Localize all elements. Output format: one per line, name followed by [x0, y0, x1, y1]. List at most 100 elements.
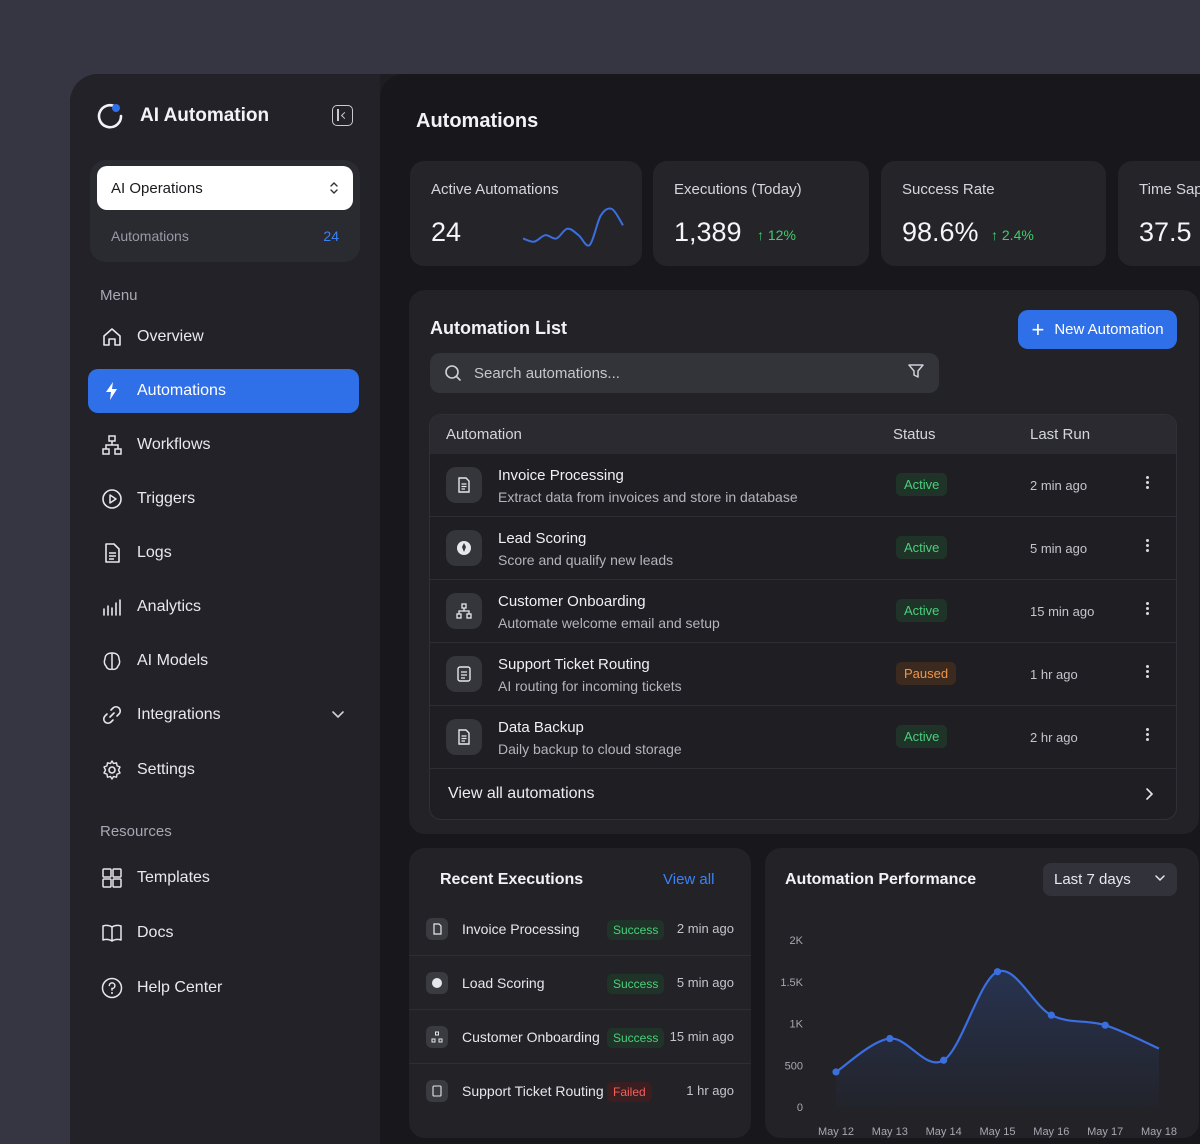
table-row[interactable]: Invoice Processing Extract data from inv…	[430, 454, 1176, 517]
workspace-sub-label: Automations	[111, 228, 189, 244]
data-point[interactable]	[1047, 1011, 1055, 1019]
workspace-select[interactable]: AI Operations	[97, 166, 353, 210]
more-options-icon[interactable]	[1142, 663, 1152, 683]
workflow-icon	[446, 593, 482, 629]
automation-description: AI routing for incoming tickets	[498, 678, 682, 694]
more-options-icon[interactable]	[1142, 537, 1152, 557]
workspace-card: AI Operations Automations 24	[90, 160, 360, 262]
column-header-last-run[interactable]: Last Run	[1030, 426, 1091, 443]
sidebar-item-docs[interactable]: Docs	[88, 911, 359, 955]
sidebar-item-label: Workflows	[137, 436, 211, 453]
last-run-time: 1 hr ago	[1030, 667, 1078, 682]
table-row[interactable]: Lead Scoring Score and qualify new leads…	[430, 517, 1176, 580]
sidebar-item-help-center[interactable]: Help Center	[88, 966, 359, 1010]
ticket-icon	[446, 656, 482, 692]
performance-chart: 0 500 1K 1.5K 2K May 12 May 13 May 14 May 15 May …	[780, 935, 1177, 1138]
performance-title: Automation Performance	[785, 871, 977, 888]
automation-description: Daily backup to cloud storage	[498, 741, 682, 757]
table-row[interactable]: Support Ticket Routing AI routing for in…	[430, 643, 1176, 706]
sidebar-item-label: Logs	[137, 544, 172, 561]
search-icon	[444, 364, 462, 382]
arrow-up-icon: ↑	[757, 227, 768, 243]
brand[interactable]: AI Automation	[96, 102, 269, 130]
chevron-down-icon[interactable]	[331, 707, 345, 726]
list-item[interactable]: Load Scoring Success 5 min ago	[409, 956, 751, 1010]
status-badge: Failed	[607, 1082, 652, 1102]
help-icon	[101, 977, 123, 999]
x-tick-label: May 15	[979, 1126, 1015, 1138]
stat-delta: ↑ 12%	[757, 227, 796, 243]
new-automation-label: New Automation	[1054, 321, 1164, 338]
sparkline-line	[522, 207, 624, 247]
data-point[interactable]	[940, 1056, 948, 1064]
x-tick-label: May 12	[818, 1126, 854, 1138]
stat-label: Executions (Today)	[674, 181, 802, 198]
column-header-status[interactable]: Status	[893, 426, 936, 443]
table-row[interactable]: Customer Onboarding Automate welcome ema…	[430, 580, 1176, 643]
data-point[interactable]	[832, 1068, 840, 1076]
x-tick-label: May 13	[872, 1126, 908, 1138]
sidebar-item-automations[interactable]: Automations	[88, 369, 359, 413]
stat-value: 1,389	[674, 217, 742, 247]
view-all-automations-label: View all automations	[448, 785, 595, 802]
stat-card-active-automations: Active Automations 24	[410, 161, 642, 266]
last-run-time: 15 min ago	[1030, 604, 1095, 619]
sidebar-item-label: Overview	[137, 328, 204, 345]
filter-icon[interactable]	[907, 362, 925, 385]
sidebar-item-triggers[interactable]: Triggers	[88, 477, 359, 521]
list-item[interactable]: Invoice Processing Success 2 min ago	[409, 902, 751, 956]
document-icon	[101, 542, 123, 564]
more-options-icon[interactable]	[1142, 600, 1152, 620]
sidebar-item-overview[interactable]: Overview	[88, 315, 359, 359]
table-header: Automation Status Last Run	[430, 415, 1176, 454]
more-options-icon[interactable]	[1142, 726, 1152, 746]
workspace-automations-link[interactable]: Automations 24	[111, 228, 339, 244]
sidebar-item-logs[interactable]: Logs	[88, 531, 359, 575]
sidebar-item-integrations[interactable]: Integrations	[88, 693, 359, 737]
chevron-right-icon	[1142, 787, 1156, 806]
table-row[interactable]: Data Backup Daily backup to cloud storag…	[430, 706, 1176, 769]
analytics-icon	[101, 596, 123, 618]
stat-value: 98.6%	[902, 217, 979, 247]
view-all-link[interactable]: View all	[663, 871, 715, 888]
search-input[interactable]	[474, 364, 907, 382]
data-point[interactable]	[1101, 1021, 1109, 1029]
sidebar-item-label: Settings	[137, 761, 195, 778]
stat-delta: ↑ 2.4%	[991, 227, 1034, 243]
workflow-icon	[426, 1026, 448, 1048]
list-item[interactable]: Customer Onboarding Success 15 min ago	[409, 1010, 751, 1064]
collapse-sidebar-icon[interactable]	[332, 105, 353, 126]
sidebar-item-settings[interactable]: Settings	[88, 748, 359, 792]
data-point[interactable]	[993, 968, 1002, 976]
home-icon	[101, 326, 123, 348]
recent-executions-panel: Recent Executions View all Invoice Proce…	[409, 848, 751, 1138]
sidebar-item-label: Integrations	[137, 706, 221, 723]
new-automation-button[interactable]: + New Automation	[1018, 310, 1177, 349]
status-badge: Paused	[896, 662, 957, 685]
series-area	[836, 970, 1159, 1107]
sidebar-item-workflows[interactable]: Workflows	[88, 423, 359, 467]
automation-name: Lead Scoring	[498, 530, 587, 547]
execution-time: 5 min ago	[676, 975, 734, 990]
stat-value: 37.5	[1139, 217, 1192, 247]
view-all-automations-link[interactable]: View all automations	[430, 767, 1176, 819]
status-badge: Success	[607, 920, 665, 940]
status-badge: Active	[896, 599, 948, 622]
execution-name: Load Scoring	[462, 975, 545, 991]
column-header-automation[interactable]: Automation	[446, 426, 522, 443]
gear-icon	[101, 759, 123, 781]
date-range-select[interactable]: Last 7 days	[1043, 863, 1177, 896]
status-badge: Success	[607, 974, 665, 994]
lead-icon	[426, 972, 448, 994]
sidebar-item-templates[interactable]: Templates	[88, 856, 359, 900]
sidebar-item-ai-models[interactable]: AI Models	[88, 639, 359, 683]
stat-value: 24	[431, 217, 462, 247]
more-options-icon[interactable]	[1142, 474, 1152, 494]
sidebar-item-label: AI Models	[137, 652, 209, 669]
list-item[interactable]: Support Ticket Routing Failed 1 hr ago	[409, 1064, 751, 1118]
data-point[interactable]	[886, 1034, 894, 1043]
status-badge: Success	[607, 1028, 665, 1048]
grid-icon	[101, 867, 123, 889]
sidebar-item-analytics[interactable]: Analytics	[88, 585, 359, 629]
y-tick-label: 0	[797, 1102, 803, 1114]
